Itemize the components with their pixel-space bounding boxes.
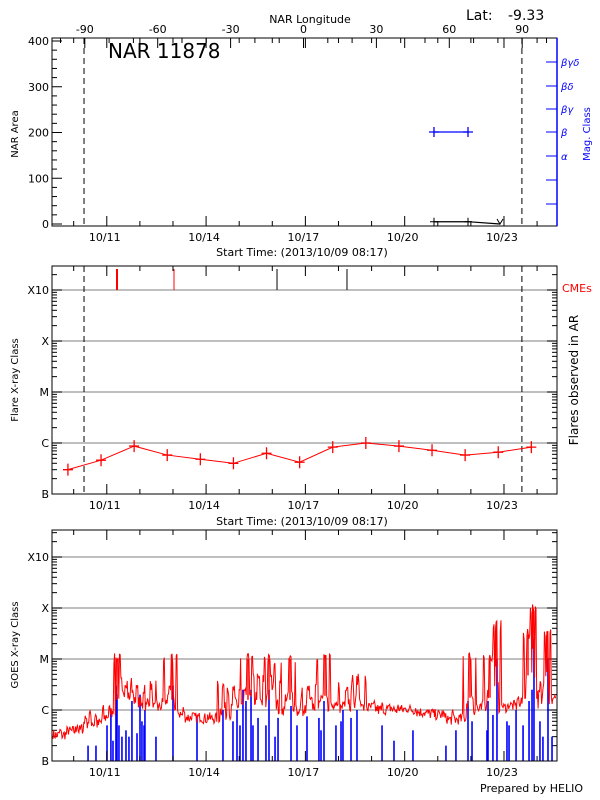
y-tick-label: X (41, 335, 49, 348)
y-tick-label: 400 (28, 35, 49, 48)
y-tick-label: M (40, 386, 50, 399)
flare-point (393, 440, 404, 453)
nar-area-point (464, 217, 473, 226)
y-tick-label: 0 (42, 218, 49, 231)
y-tick-label: 200 (28, 127, 49, 140)
mag-class-tick-label: α (561, 152, 568, 163)
mag-class-tick-label: βγδ (560, 58, 579, 69)
x-tick-label: 10/23 (486, 766, 518, 779)
y-tick-label: X10 (27, 284, 49, 297)
mag-class-axis-label: Mag. Class (582, 107, 593, 161)
flare-point (493, 446, 504, 459)
y-axis-label-panel3: GOES X-ray Class (10, 601, 21, 688)
flare-class-panel: B C M X X10 10/11 10/14 10/17 10/20 10/23 (27, 265, 558, 512)
longitude-tick-label: -90 (76, 23, 94, 36)
goes-xray-panel: B C M X X10 10/11 10/14 10/17 10/20 10/23 (27, 529, 558, 779)
x-tick-label: 10/23 (486, 499, 518, 512)
longitude-tick-label: 60 (442, 23, 456, 36)
flare-point (294, 456, 305, 469)
mag-class-point (428, 127, 439, 137)
y-tick-label: 100 (28, 172, 49, 185)
nar-title: NAR 11878 (108, 39, 221, 63)
mag-class-tick-label: β (560, 128, 568, 139)
flare-point (360, 437, 371, 449)
longitude-tick-label: -60 (149, 23, 167, 36)
y-tick-label: C (41, 704, 49, 717)
mag-class-tick-label: βδ (560, 82, 574, 93)
mag-class-tick-label: βγ (560, 105, 574, 116)
x-tick-label: 10/20 (387, 231, 419, 244)
flare-point (261, 447, 272, 460)
right-axis-label-panel2: Flares observed in AR (567, 315, 581, 445)
flare-point (427, 444, 438, 457)
x-axis-label-panel2: Start Time: (2013/10/09 08:17) (216, 515, 388, 528)
top-x-axis-label: NAR Longitude (269, 13, 351, 26)
y-tick-label: M (40, 653, 50, 666)
y-axis-label-panel2: Flare X-ray Class (10, 338, 21, 422)
longitude-tick-label: -30 (222, 23, 240, 36)
x-tick-label: 10/11 (89, 231, 121, 244)
x-tick-label: 10/11 (89, 499, 121, 512)
nar-area-point (496, 218, 504, 225)
flare-point (162, 449, 173, 462)
y-tick-label: B (41, 755, 49, 768)
x-tick-label: 10/14 (188, 499, 220, 512)
y-tick-label: X (41, 602, 49, 615)
x-axis-label-panel1: Start Time: (2013/10/09 08:17) (216, 246, 388, 259)
flare-point (129, 440, 140, 453)
x-tick-label: 10/14 (188, 231, 220, 244)
longitude-tick-label: 0 (300, 23, 307, 36)
x-tick-label: 10/17 (288, 231, 320, 244)
x-tick-label: 10/20 (387, 499, 419, 512)
x-tick-label: 10/20 (387, 766, 419, 779)
goes-xray-frame (51, 529, 558, 762)
flare-point (526, 441, 537, 454)
lat-label: Lat: (466, 8, 493, 24)
x-tick-label: 10/17 (288, 766, 320, 779)
nar-area-point (429, 217, 438, 226)
x-tick-label: 10/11 (89, 766, 121, 779)
flare-point (327, 441, 338, 454)
cme-label: CMEs (562, 282, 592, 295)
lat-value: -9.33 (508, 8, 544, 24)
x-tick-label: 10/23 (486, 231, 518, 244)
y-tick-label: B (41, 488, 49, 501)
mag-class-point (463, 127, 474, 137)
y-axis-label-panel1: NAR Area (10, 110, 21, 157)
credit-text: Prepared by HELIO (480, 782, 583, 795)
flare-point (62, 463, 73, 476)
x-tick-label: 10/17 (288, 499, 320, 512)
nar-area-panel: 10/11 10/14 10/17 10/20 10/230100200300400-9… (28, 23, 579, 244)
longitude-tick-label: 90 (515, 23, 529, 36)
flare-point (96, 454, 107, 467)
goes-long-channel-line (52, 604, 557, 740)
flare-point (228, 457, 239, 470)
y-tick-label: X10 (27, 551, 49, 564)
flare-point (195, 453, 206, 466)
flare-point (460, 449, 471, 462)
nar-area-frame (51, 37, 558, 227)
y-tick-label: C (41, 437, 49, 450)
longitude-tick-label: 30 (369, 23, 383, 36)
y-tick-label: 300 (28, 81, 49, 94)
flare-class-frame (51, 265, 558, 495)
x-tick-label: 10/14 (188, 766, 220, 779)
